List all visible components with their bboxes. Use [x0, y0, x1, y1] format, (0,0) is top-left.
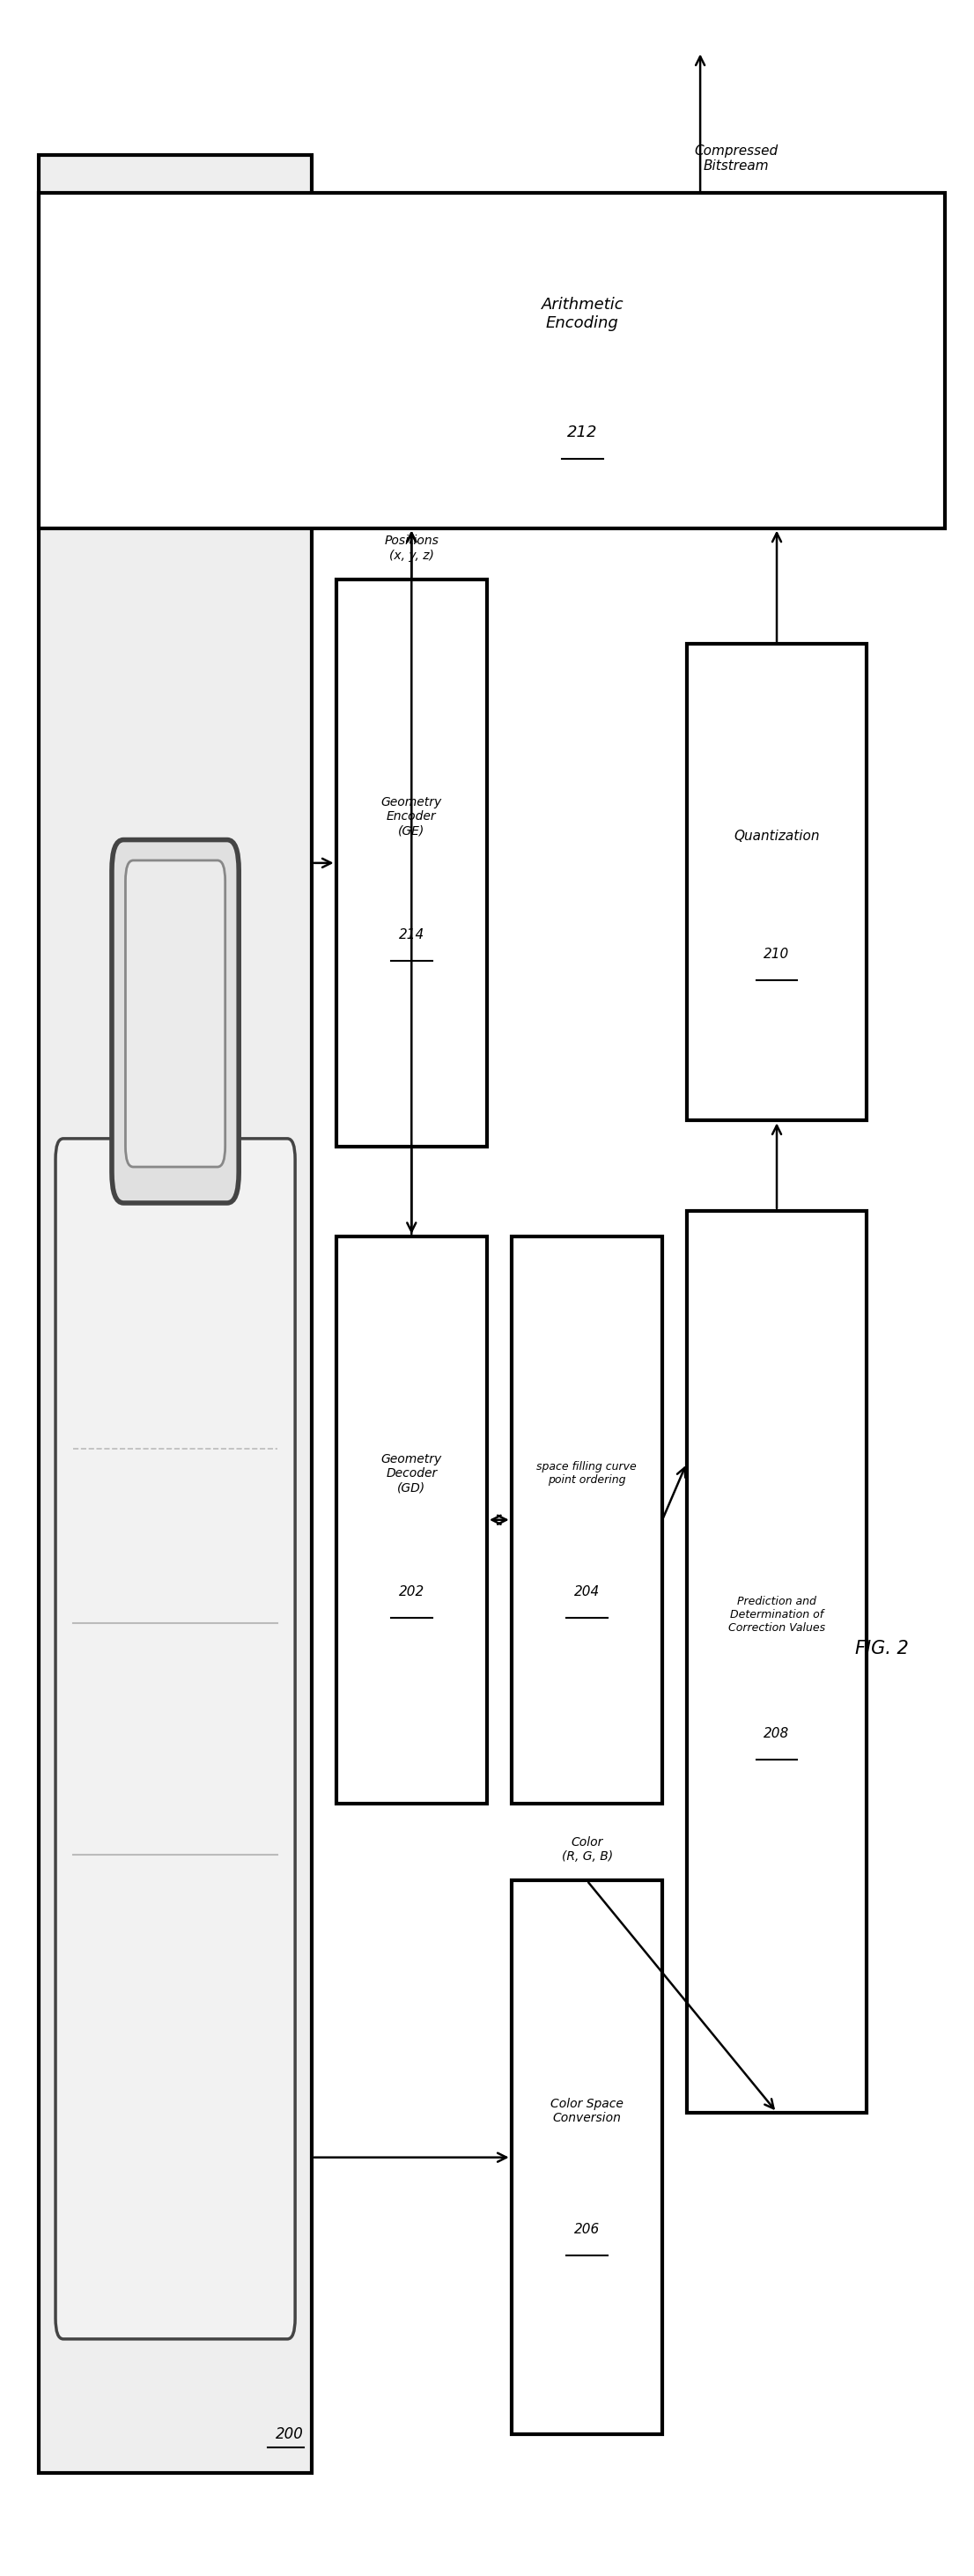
Bar: [687, 644, 867, 1121]
Bar: [39, 155, 312, 2473]
FancyBboxPatch shape: [112, 840, 239, 1203]
Bar: [336, 1236, 487, 1803]
Text: space filling curve
point ordering: space filling curve point ordering: [537, 1461, 637, 1486]
Text: Color Space
Conversion: Color Space Conversion: [550, 2097, 623, 2125]
Text: 202: 202: [398, 1584, 425, 1600]
FancyBboxPatch shape: [126, 860, 225, 1167]
Bar: [39, 193, 945, 528]
Text: Color
(R, G, B): Color (R, G, B): [562, 1837, 613, 1862]
Bar: [511, 1236, 662, 1803]
Text: Prediction and
Determination of
Correction Values: Prediction and Determination of Correcti…: [729, 1597, 825, 1633]
Text: Quantization: Quantization: [733, 829, 820, 842]
Text: 208: 208: [764, 1726, 790, 1741]
Bar: [687, 1211, 867, 2112]
Text: Compressed
Bitstream: Compressed Bitstream: [694, 144, 778, 173]
Text: 210: 210: [764, 948, 790, 961]
Text: Geometry
Encoder
(GE): Geometry Encoder (GE): [381, 796, 442, 837]
Text: Geometry
Decoder
(GD): Geometry Decoder (GD): [381, 1453, 442, 1494]
Text: 200: 200: [276, 2427, 304, 2442]
Text: 212: 212: [567, 425, 598, 440]
Text: 206: 206: [574, 2223, 600, 2236]
Text: 204: 204: [574, 1584, 600, 1600]
FancyBboxPatch shape: [56, 1139, 295, 2339]
Text: Arithmetic
Encoding: Arithmetic Encoding: [542, 296, 623, 332]
Text: Positions
(x, y, z): Positions (x, y, z): [385, 536, 439, 562]
Bar: [336, 580, 487, 1146]
Text: 214: 214: [398, 927, 425, 943]
Bar: [511, 1880, 662, 2434]
Text: FIG. 2: FIG. 2: [855, 1641, 908, 1656]
